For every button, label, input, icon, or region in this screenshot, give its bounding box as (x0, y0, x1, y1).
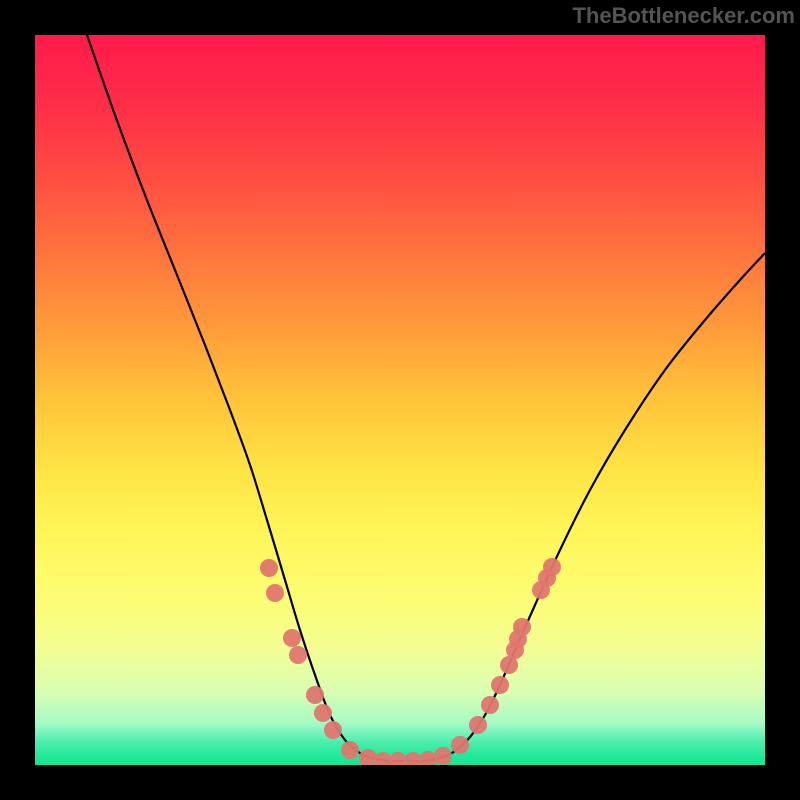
scatter-point (543, 558, 561, 576)
plot-svg (35, 35, 765, 765)
scatter-point (283, 629, 301, 647)
scatter-point (481, 696, 499, 714)
scatter-point (260, 559, 278, 577)
scatter-point (469, 716, 487, 734)
chart-container: TheBottlenecker.com (0, 0, 800, 800)
scatter-point (266, 584, 284, 602)
scatter-point (341, 741, 359, 759)
scatter-point (314, 704, 332, 722)
watermark-label: TheBottlenecker.com (572, 3, 795, 29)
scatter-point (513, 618, 531, 636)
scatter-point (289, 646, 307, 664)
plot-background (35, 35, 765, 765)
scatter-point (306, 686, 324, 704)
scatter-point (451, 736, 469, 754)
scatter-point (491, 676, 509, 694)
scatter-point (324, 721, 342, 739)
scatter-point (434, 747, 452, 765)
